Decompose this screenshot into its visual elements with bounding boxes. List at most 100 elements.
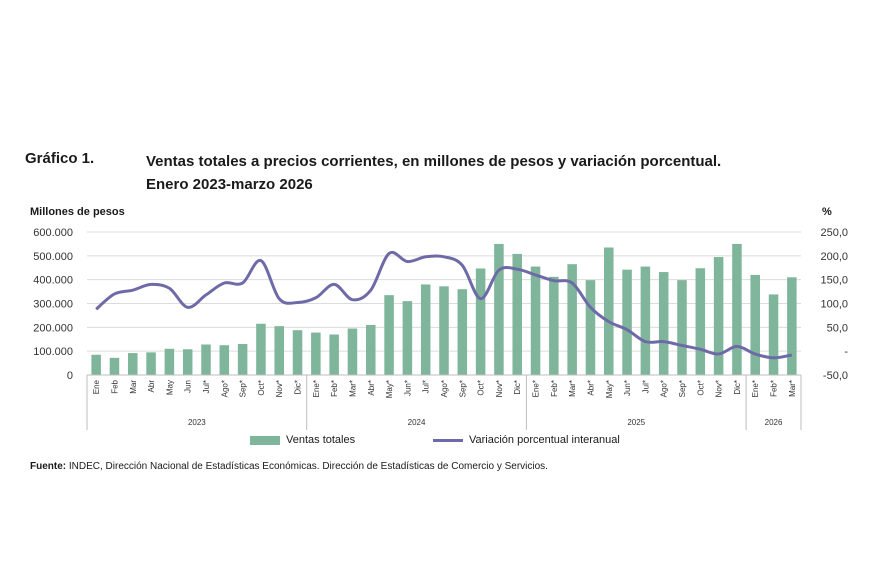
bar	[475, 268, 486, 375]
x-tick-label: Feb*	[550, 380, 559, 397]
bar	[713, 257, 724, 375]
x-tick-label: Nov*	[275, 380, 284, 397]
y-tick-label: 500.000	[33, 251, 73, 263]
bar	[201, 344, 211, 375]
x-tick-label: Sep*	[458, 380, 467, 397]
y-tick-label: 0	[67, 370, 73, 382]
bar	[164, 348, 175, 375]
y2-tick-label: 150,0	[820, 275, 848, 287]
bar	[732, 243, 742, 375]
x-tick-label: Ago*	[440, 380, 449, 397]
year-label: 2024	[408, 418, 426, 427]
y2-tick-label: 250,0	[820, 227, 848, 239]
bar	[768, 294, 779, 375]
y2-tick-label: 50,0	[827, 322, 848, 334]
x-tick-label: May*	[385, 380, 394, 398]
x-tick-label: Jun	[184, 380, 193, 393]
bar	[787, 277, 797, 375]
bar	[274, 326, 284, 375]
bar	[695, 268, 706, 375]
bar	[494, 243, 504, 375]
chart-title: Ventas totales a precios corrientes, en …	[146, 150, 826, 196]
x-tick-label: Ene*	[312, 380, 321, 397]
y2-tick-label: 200,0	[820, 251, 848, 263]
x-tick-label: Jul*	[641, 380, 650, 393]
bar	[658, 272, 669, 375]
year-label: 2026	[765, 418, 783, 427]
bar	[109, 357, 120, 375]
x-tick-label: Jul*	[422, 380, 431, 393]
x-tick-label: May*	[605, 380, 614, 398]
chart-title-line-1: Ventas totales a precios corrientes, en …	[146, 153, 722, 170]
bar	[292, 330, 303, 375]
bar	[457, 289, 468, 375]
x-tick-label: Ene*	[751, 380, 760, 397]
year-label: 2023	[188, 418, 206, 427]
bar	[439, 286, 449, 375]
x-tick-label: Feb*	[330, 380, 339, 397]
bar	[604, 247, 614, 375]
bar	[329, 334, 339, 375]
bar	[530, 266, 541, 375]
y2-tick-label: -50,0	[823, 370, 848, 382]
source-note: Fuente: INDEC, Dirección Nacional de Est…	[30, 461, 548, 472]
bar	[384, 295, 394, 375]
bar	[366, 324, 376, 375]
x-tick-label: Ago*	[220, 380, 229, 397]
source-text: INDEC, Dirección Nacional de Estadística…	[66, 461, 548, 472]
legend-item-line: Variación porcentual interanual	[433, 434, 620, 446]
x-tick-label: Feb	[110, 379, 119, 393]
legend-line-label: Variación porcentual interanual	[469, 434, 620, 446]
bar	[237, 344, 248, 375]
bar	[91, 354, 101, 375]
bar	[182, 349, 193, 375]
bar	[311, 332, 321, 375]
bar	[677, 280, 687, 375]
x-tick-label: Dic*	[733, 380, 742, 395]
chart-title-line-2: Enero 2023-marzo 2026	[146, 176, 313, 193]
bar	[128, 353, 138, 375]
y-tick-label: 300.000	[33, 299, 73, 311]
bar	[622, 269, 632, 375]
bar	[420, 284, 431, 375]
x-tick-label: Jun*	[403, 380, 412, 396]
x-tick-label: Oct*	[696, 380, 705, 396]
x-tick-label: Mar	[129, 380, 138, 394]
x-tick-label: Mar*	[568, 380, 577, 397]
bar	[567, 264, 577, 375]
x-tick-label: Abr*	[586, 380, 595, 396]
bar	[347, 328, 358, 375]
legend-line-swatch	[433, 438, 463, 442]
x-tick-label: Dic*	[294, 380, 303, 395]
x-tick-label: Oct*	[257, 380, 266, 396]
x-tick-label: Jun*	[623, 380, 632, 396]
x-tick-label: Nov*	[495, 380, 504, 397]
y-tick-label: 400.000	[33, 275, 73, 287]
legend-bar-label: Ventas totales	[286, 434, 356, 446]
y2-tick-label: -	[844, 346, 848, 358]
figure-label: Gráfico 1.	[25, 150, 95, 167]
left-axis-label: Millones de pesos	[30, 206, 125, 218]
legend-item-bars: Ventas totales	[250, 434, 355, 446]
x-tick-label: Dic*	[513, 380, 522, 395]
bar	[256, 323, 266, 375]
bar	[146, 352, 156, 375]
combo-chart: 0 100.000 200.000 300.000 400.000 500.000 600.…	[33, 227, 848, 430]
x-tick-label: Jul*	[202, 380, 211, 393]
x-tick-label: Mar*	[788, 380, 797, 397]
y-tick-label: 600.000	[33, 227, 73, 239]
bar	[640, 266, 651, 375]
x-tick-label: Ago*	[660, 380, 669, 397]
legend-bar-swatch	[250, 435, 280, 445]
x-tick-label: Abr	[147, 380, 156, 393]
bar	[219, 345, 230, 375]
bar	[750, 274, 760, 375]
bar	[585, 280, 596, 375]
year-label: 2025	[627, 418, 645, 427]
right-axis-label: %	[822, 206, 832, 218]
legend: Ventas totales Variación porcentual inte…	[0, 434, 870, 450]
x-tick-label: Mar*	[348, 380, 357, 397]
x-tick-label: Abr*	[367, 380, 376, 396]
y-tick-label: 100.000	[33, 346, 73, 358]
x-tick-label: Feb*	[770, 380, 779, 397]
